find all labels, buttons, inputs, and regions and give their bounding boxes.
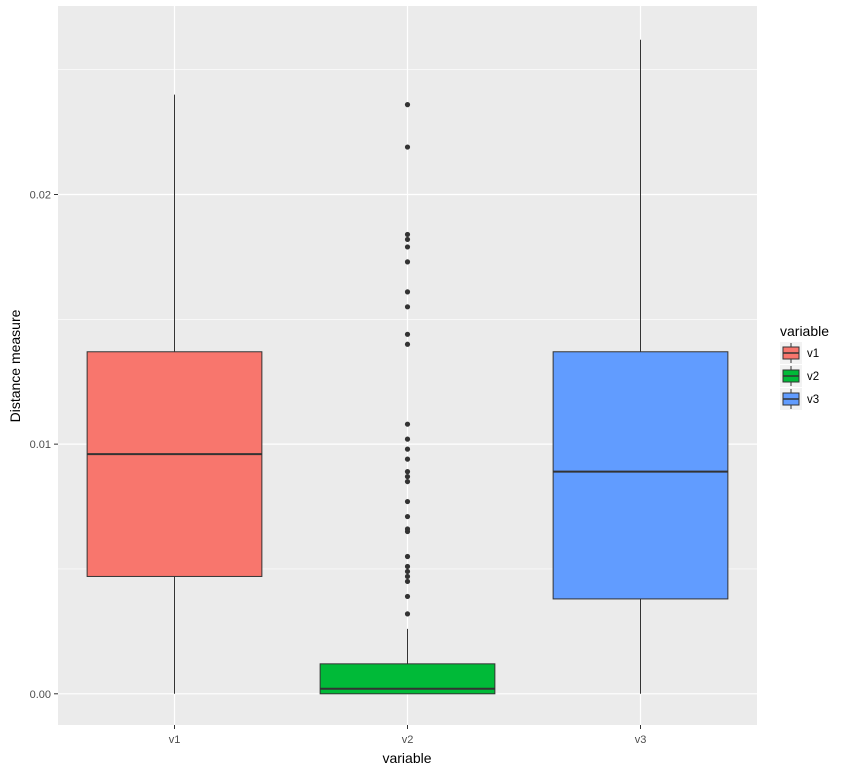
box-body (86, 351, 263, 577)
x-tick-label: v2 (402, 734, 414, 746)
outlier-point (404, 568, 411, 575)
outlier-point (404, 102, 411, 108)
outlier-point (404, 611, 411, 617)
legend: variable v1 v2 v3 (780, 323, 829, 410)
box-v2 (319, 102, 496, 695)
outlier-point (404, 526, 411, 532)
outlier-point (404, 436, 411, 442)
box-body (552, 351, 729, 600)
outlier-point (404, 304, 411, 310)
y-tick-label: 0.02 (30, 189, 51, 201)
outlier-point (404, 593, 411, 600)
legend-label-v1: v1 (807, 348, 819, 360)
x-axis: v1 v2 v3 (169, 725, 647, 746)
outlier-point (404, 144, 411, 150)
outlier-point (404, 473, 411, 480)
outlier-point (404, 563, 411, 570)
y-tick-label: 0.01 (30, 439, 51, 451)
legend-key-v1: v1 (780, 342, 819, 364)
box-v1 (86, 94, 263, 694)
y-axis-title: Distance measure (7, 309, 23, 422)
outlier-point (404, 456, 411, 462)
x-tick-label: v1 (169, 734, 181, 746)
outlier-point (404, 573, 411, 580)
box-v3 (552, 39, 729, 694)
outlier-point (404, 421, 411, 427)
legend-label-v2: v2 (807, 371, 819, 383)
outlier-point (404, 231, 411, 238)
outlier-point (404, 236, 411, 243)
legend-label-v3: v3 (807, 394, 819, 406)
boxes (86, 39, 729, 695)
legend-title: variable (780, 323, 829, 339)
outlier-point (404, 578, 411, 585)
x-tick-label: v3 (635, 734, 647, 746)
outlier-point (404, 289, 411, 295)
outlier-point (404, 244, 411, 250)
x-axis-title: variable (382, 750, 431, 766)
outlier-point (404, 498, 411, 505)
outlier-point (404, 513, 411, 520)
y-axis: 0.00 0.01 0.02 (30, 189, 58, 701)
legend-key-v3: v3 (780, 388, 819, 410)
legend-key-v2: v2 (780, 365, 819, 387)
legend-keys: v1 v2 v3 (780, 342, 819, 410)
outlier-point (404, 331, 411, 337)
outlier-point (404, 469, 411, 475)
outlier-point (404, 553, 411, 560)
outlier-point (404, 341, 411, 347)
y-tick-label: 0.00 (30, 689, 51, 701)
outlier-point (404, 259, 411, 265)
outlier-point (404, 446, 411, 452)
outlier-point (404, 478, 411, 485)
